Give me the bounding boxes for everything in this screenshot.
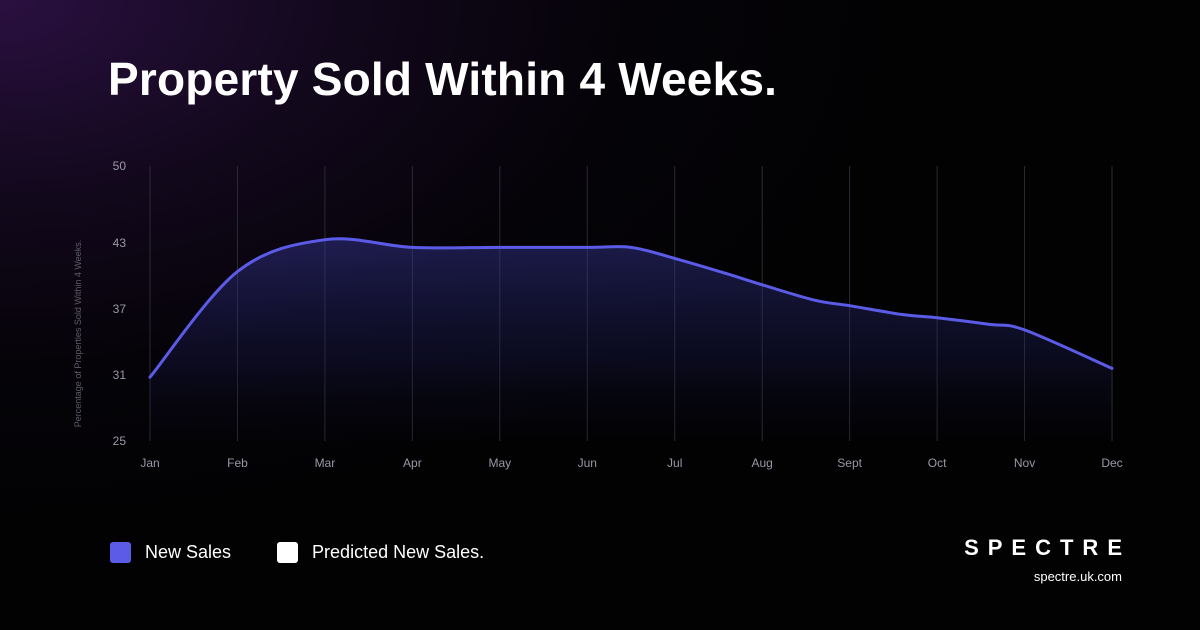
legend-item-new-sales: New Sales [110, 542, 231, 563]
series-line [148, 237, 1114, 379]
brand-logo: SPECTRE [964, 535, 1131, 560]
x-tick-feb: Feb [227, 456, 248, 470]
legend-swatch-predicted [277, 542, 299, 563]
x-tick-sept: Sept [837, 456, 862, 470]
legend: New Sales Predicted New Sales. [110, 542, 530, 563]
x-tick-jul: Jul [667, 456, 682, 470]
x-tick-aug: Aug [752, 456, 773, 470]
legend-swatch-new-sales [110, 542, 131, 563]
legend-label-new-sales: New Sales [145, 542, 232, 562]
y-tick-25: 25 [113, 434, 127, 448]
legend-item-predicted: Predicted New Sales. [277, 542, 484, 563]
y-axis-ticks: 50 43 37 31 25 [113, 159, 127, 448]
brand-block: SPECTRE spectre.uk.com [964, 535, 1122, 584]
y-tick-31: 31 [113, 368, 127, 382]
chart-title: Property Sold Within 4 Weeks. [108, 53, 778, 105]
x-tick-jan: Jan [140, 456, 159, 470]
series-area [150, 238, 1112, 441]
line-new-sales [148, 237, 1114, 379]
x-tick-dec: Dec [1101, 456, 1122, 470]
brand-url: spectre.uk.com [1033, 569, 1122, 584]
y-tick-43: 43 [113, 236, 127, 250]
y-tick-37: 37 [113, 302, 127, 316]
x-tick-nov: Nov [1014, 456, 1035, 470]
legend-label-predicted: Predicted New Sales. [312, 542, 485, 562]
y-tick-50: 50 [113, 159, 127, 173]
x-tick-may: May [488, 456, 511, 470]
area-fill-new-sales [150, 238, 1112, 441]
y-axis-label: Percentage of Properties Sold Within 4 W… [73, 240, 83, 427]
x-tick-mar: Mar [315, 456, 336, 470]
x-tick-oct: Oct [928, 456, 947, 470]
x-tick-apr: Apr [403, 456, 422, 470]
x-tick-jun: Jun [578, 456, 597, 470]
x-axis-ticks: Jan Feb Mar Apr May Jun Jul Aug Sept Oct Nov Dec [140, 456, 1122, 470]
